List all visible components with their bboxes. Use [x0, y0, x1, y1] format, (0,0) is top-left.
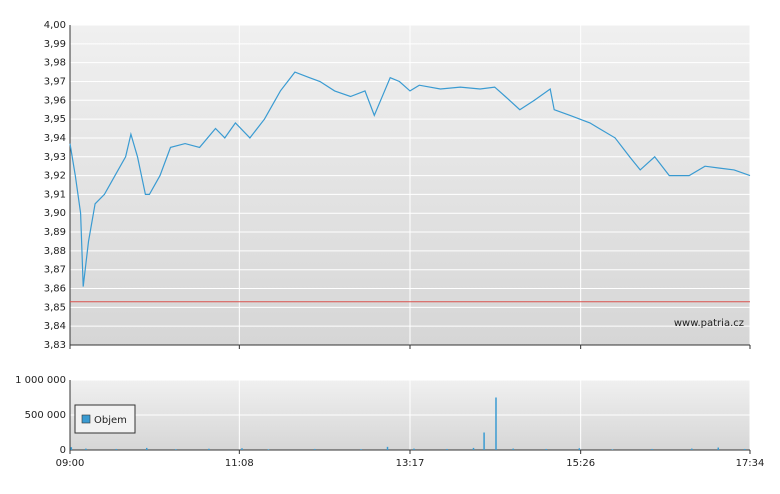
- volume-bar: [360, 449, 362, 450]
- x-tick-label: 09:00: [56, 458, 85, 469]
- volume-bar: [691, 448, 693, 450]
- y-tick-label: 3,96: [44, 95, 66, 106]
- y-tick-label: 3,90: [44, 208, 66, 219]
- watermark: www.patria.cz: [674, 318, 744, 329]
- y-tick-label: 3,85: [44, 302, 66, 313]
- x-tick-label: 11:08: [225, 458, 254, 469]
- y-tick-label: 1 000 000: [15, 375, 66, 386]
- y-tick-label: 3,91: [44, 189, 66, 200]
- y-tick-label: 3,97: [44, 76, 66, 87]
- volume-bar: [70, 447, 73, 450]
- y-tick-label: 4,00: [44, 20, 66, 31]
- y-tick-label: 3,93: [44, 152, 66, 163]
- volume-bar: [267, 449, 270, 450]
- volume-bar: [208, 448, 210, 450]
- volume-bar: [611, 449, 614, 450]
- volume-bar: [545, 448, 548, 450]
- y-tick-label: 500 000: [25, 410, 66, 421]
- volume-bar: [313, 448, 316, 450]
- volume-bar: [115, 448, 118, 450]
- volume-bar: [413, 448, 415, 450]
- x-tick-label: 15:26: [566, 458, 595, 469]
- y-tick-label: 3,83: [44, 340, 66, 351]
- volume-bar: [651, 448, 653, 450]
- volume-bar: [578, 448, 581, 450]
- x-tick-label: 17:34: [736, 458, 765, 469]
- volume-bar: [145, 447, 148, 450]
- volume-bar: [717, 447, 719, 450]
- y-tick-label: 3,92: [44, 171, 66, 182]
- y-tick-label: 0: [60, 445, 66, 456]
- volume-bar: [472, 447, 475, 450]
- volume-bar: [512, 448, 514, 450]
- volume-bar: [495, 397, 497, 450]
- y-tick-label: 3,94: [44, 133, 66, 144]
- volume-bar: [386, 446, 389, 450]
- y-tick-label: 3,89: [44, 227, 66, 238]
- volume-bar: [743, 448, 746, 450]
- y-tick-label: 3,88: [44, 246, 66, 257]
- y-tick-label: 3,84: [44, 321, 66, 332]
- x-tick-label: 13:17: [396, 458, 425, 469]
- legend-label: Objem: [94, 415, 127, 426]
- y-tick-label: 3,87: [44, 265, 66, 276]
- volume-bar: [85, 448, 87, 450]
- y-tick-label: 3,95: [44, 114, 66, 125]
- volume-bar: [241, 448, 243, 450]
- y-tick-label: 3,99: [44, 39, 66, 50]
- volume-bar: [446, 448, 448, 450]
- y-tick-label: 3,98: [44, 58, 66, 69]
- volume-bar: [175, 449, 177, 450]
- y-tick-label: 3,86: [44, 284, 66, 295]
- legend-swatch: [81, 414, 91, 424]
- volume-bar: [483, 432, 485, 450]
- price-line: [69, 71, 751, 287]
